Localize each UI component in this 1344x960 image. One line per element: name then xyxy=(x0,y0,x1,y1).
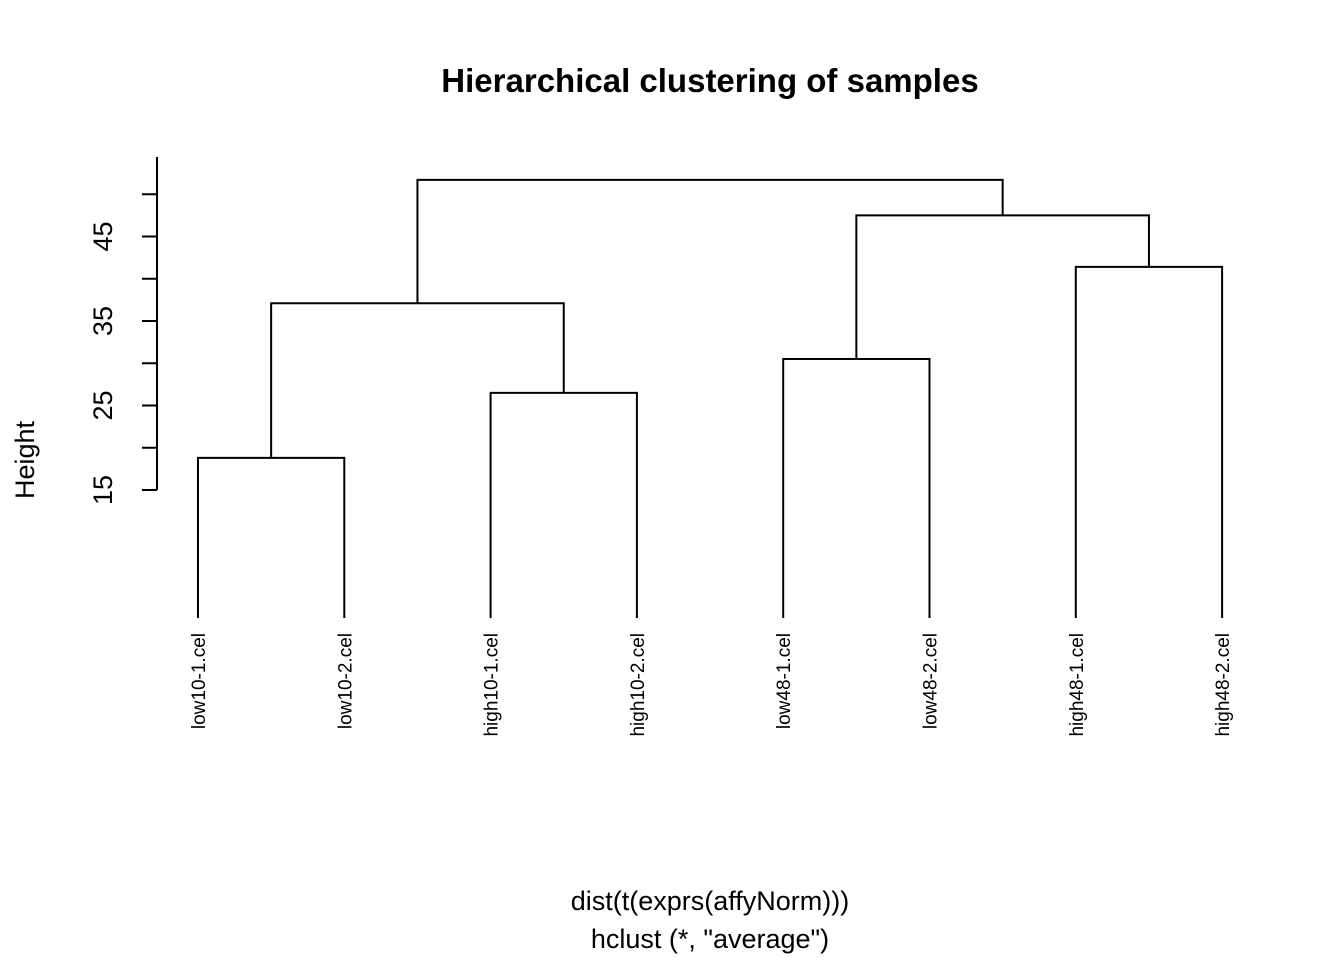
subtitle-method: hclust (*, "average") xyxy=(591,924,829,954)
dendrogram-links xyxy=(197,178,1224,618)
y-tick-label: 45 xyxy=(88,221,118,251)
dendrogram-merge-2 xyxy=(489,391,638,618)
leaf-label: high48-1.cel xyxy=(1067,633,1088,737)
leaf-label: high10-2.cel xyxy=(628,633,649,737)
y-axis: 15 25 35 45 xyxy=(88,157,158,505)
dendrogram-merge-3 xyxy=(782,358,931,618)
x-axis-label: dist(t(exprs(affyNorm))) xyxy=(571,886,850,916)
dendrogram-merge-1 xyxy=(197,456,346,618)
dendrogram-merge-6 xyxy=(855,214,1150,360)
y-tick-label: 35 xyxy=(88,306,118,336)
dendrogram-merge-5 xyxy=(270,302,565,458)
leaf-label: high48-2.cel xyxy=(1213,633,1234,737)
leaf-labels: low10-1.cel low10-2.cel high10-1.cel high10… xyxy=(189,633,1234,737)
leaf-label: low10-1.cel xyxy=(189,633,210,729)
leaf-label: low10-2.cel xyxy=(335,633,356,729)
dendrogram-merge-7 xyxy=(416,178,1004,304)
y-tick-label: 15 xyxy=(88,475,118,505)
chart-title: Hierarchical clustering of samples xyxy=(441,62,978,99)
leaf-label: low48-2.cel xyxy=(921,633,942,729)
y-axis-label: Height xyxy=(10,420,40,499)
leaf-label: high10-1.cel xyxy=(482,633,503,737)
y-tick-label: 25 xyxy=(88,390,118,420)
dendrogram-merge-4 xyxy=(1074,265,1224,618)
leaf-label: low48-1.cel xyxy=(774,633,795,729)
